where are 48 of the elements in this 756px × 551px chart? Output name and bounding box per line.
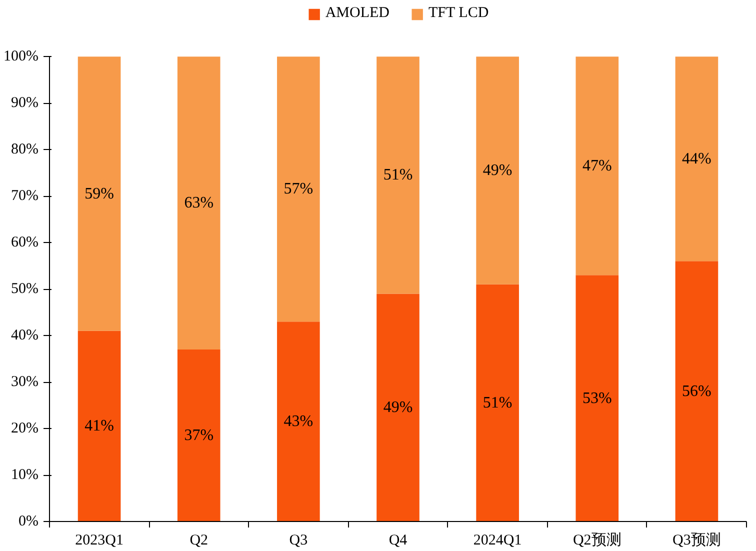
bar <box>277 322 320 522</box>
x-tick-label: 2024Q1 <box>473 532 522 548</box>
x-tick-label: Q3预测 <box>672 532 721 548</box>
y-tick-label: 100% <box>4 48 39 65</box>
bar <box>675 56 718 262</box>
bar <box>177 56 220 350</box>
x-tick-label: 2023Q1 <box>75 532 124 548</box>
y-tick-label: 0% <box>18 514 39 530</box>
data-label: 53% <box>582 390 612 407</box>
x-tick-label: Q3 <box>289 532 308 548</box>
data-label: 51% <box>383 166 413 184</box>
data-label: 49% <box>383 399 413 416</box>
legend-label: TFT LCD <box>428 5 489 22</box>
bar <box>576 56 619 276</box>
bar <box>376 294 420 522</box>
data-label: 51% <box>482 394 512 412</box>
y-tick-label: 70% <box>11 188 39 204</box>
data-label: 41% <box>84 418 114 435</box>
y-tick-label: 60% <box>11 234 39 251</box>
y-tick-label: 20% <box>11 420 39 437</box>
bar <box>177 350 220 522</box>
y-tick-label: 80% <box>11 142 39 158</box>
x-tick-label: Q2预测 <box>572 532 622 548</box>
data-label: 56% <box>682 382 712 400</box>
y-tick-label: 30% <box>11 374 39 390</box>
bar <box>277 56 320 322</box>
bar <box>78 56 121 331</box>
data-label: 47% <box>582 157 612 174</box>
data-label: 59% <box>84 185 114 202</box>
data-label: 49% <box>482 162 512 180</box>
y-tick-label: 50% <box>11 281 39 298</box>
data-label: 63% <box>184 194 214 212</box>
bar <box>576 275 619 522</box>
data-label: 57% <box>284 180 314 198</box>
legend-label: AMOLED <box>325 5 390 22</box>
bar <box>78 330 121 522</box>
y-tick-label: 40% <box>11 328 39 344</box>
x-tick-label: Q4 <box>388 532 408 548</box>
y-tick-label: 90% <box>11 95 39 112</box>
bar <box>376 56 420 294</box>
bar <box>675 261 718 522</box>
data-label: 43% <box>284 413 314 430</box>
y-tick-label: 10% <box>11 467 39 484</box>
bar <box>476 284 519 522</box>
data-label: 37% <box>184 427 214 444</box>
x-tick-label: Q2 <box>190 532 208 548</box>
data-label: 44% <box>682 150 712 168</box>
bar <box>476 56 519 284</box>
